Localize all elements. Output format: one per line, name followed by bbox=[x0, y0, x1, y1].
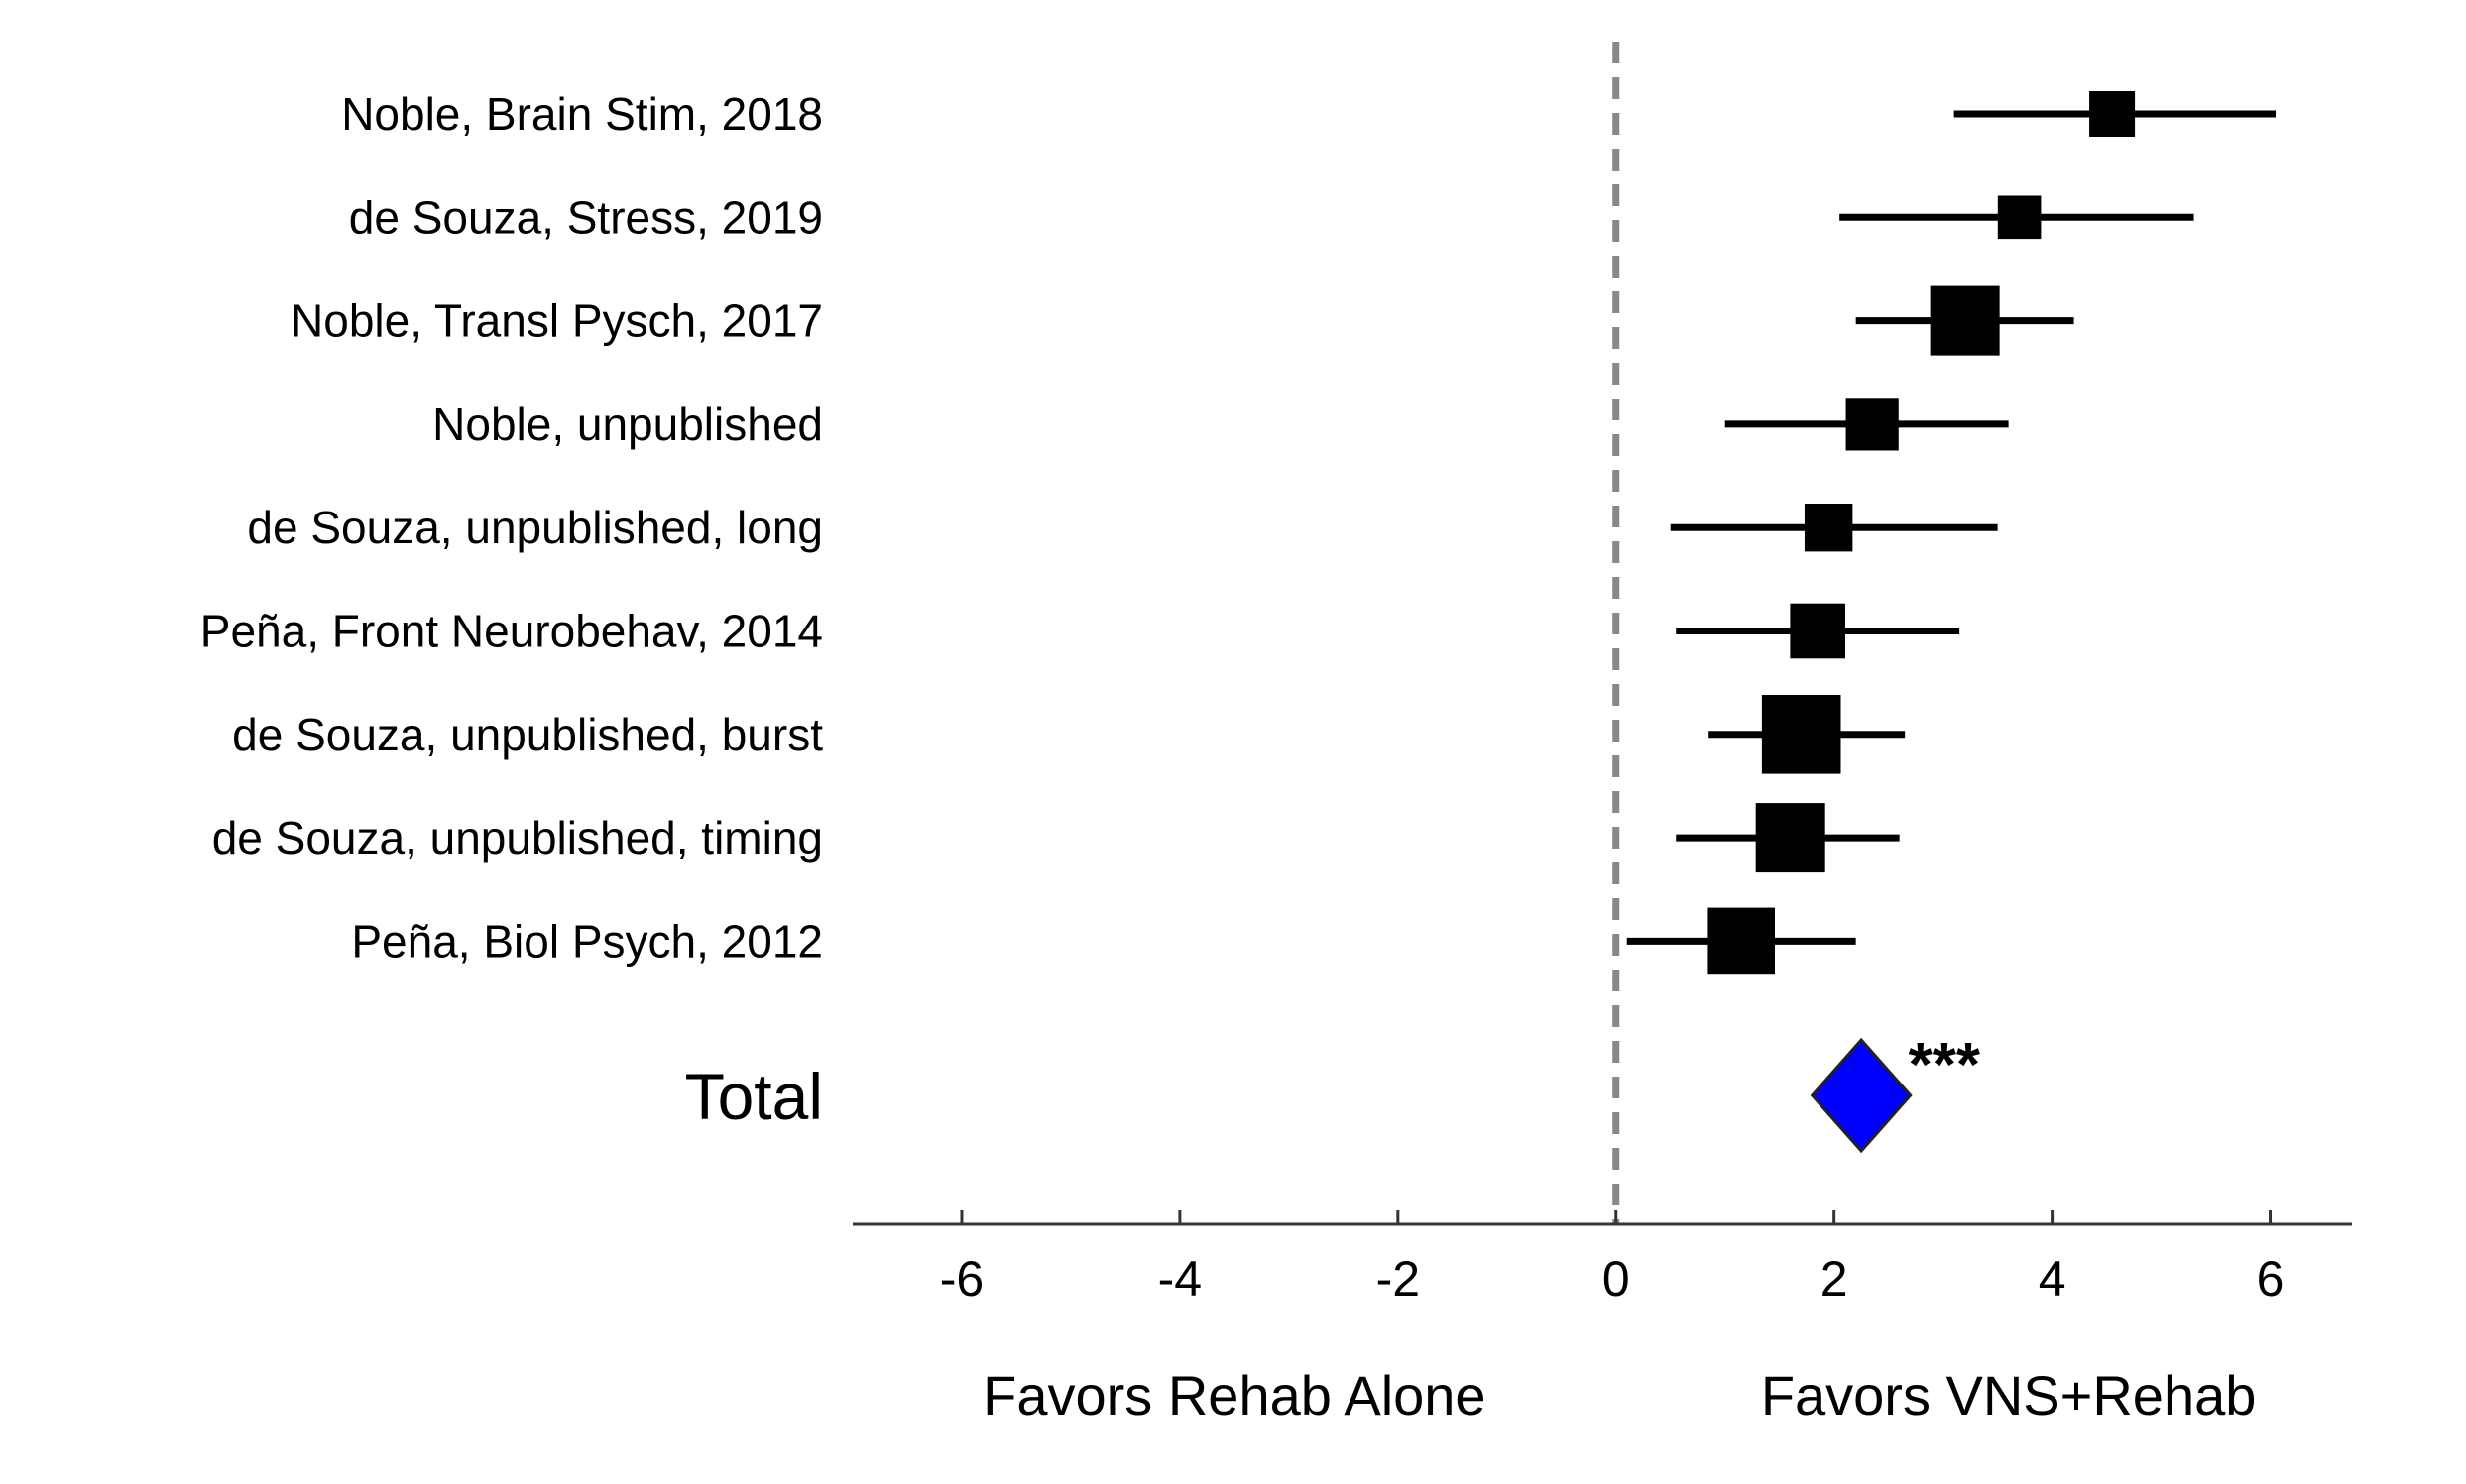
x-tick-label: 0 bbox=[1602, 1251, 1630, 1307]
total-summary: Total *** bbox=[685, 1031, 1981, 1154]
study-label: Noble, Transl Pysch, 2017 bbox=[291, 295, 823, 347]
point-estimate bbox=[1804, 504, 1853, 552]
study-estimates bbox=[1626, 91, 2277, 975]
x-tick-label: 4 bbox=[2039, 1251, 2066, 1307]
study-row bbox=[1953, 91, 2277, 137]
study-labels: Noble, Brain Stim, 2018 de Souza, Stress,… bbox=[200, 88, 823, 967]
study-row bbox=[1708, 695, 1906, 774]
total-label: Total bbox=[685, 1060, 823, 1133]
total-diamond bbox=[1810, 1037, 1913, 1154]
point-estimate bbox=[1707, 907, 1776, 975]
point-estimate bbox=[1755, 803, 1825, 873]
point-estimate bbox=[1997, 195, 2042, 240]
significance-marker: *** bbox=[1909, 1031, 1981, 1099]
study-row bbox=[1676, 603, 1960, 659]
study-row bbox=[1724, 398, 2009, 451]
x-tick-label: -2 bbox=[1376, 1251, 1420, 1307]
point-estimate bbox=[2089, 91, 2136, 137]
favors-left-label: Favors Rehab Alone bbox=[983, 1364, 1485, 1427]
x-tick-label: -4 bbox=[1158, 1251, 1202, 1307]
point-estimate bbox=[1845, 398, 1899, 451]
study-row bbox=[1676, 803, 1900, 873]
favors-right-label: Favors VNS+Rehab bbox=[1761, 1364, 2257, 1427]
x-axis: -6 -4 -2 0 2 4 6 bbox=[853, 1210, 2352, 1307]
point-estimate bbox=[1790, 603, 1845, 659]
x-tick-label: 2 bbox=[1820, 1251, 1848, 1307]
study-label: Noble, unpublished bbox=[432, 399, 823, 450]
study-label: Peña, Biol Psych, 2012 bbox=[351, 915, 823, 967]
study-label: de Souza, unpublished, long bbox=[247, 502, 823, 553]
study-label: Peña, Front Neurobehav, 2014 bbox=[200, 606, 823, 657]
study-label: de Souza, unpublished, burst bbox=[232, 709, 823, 760]
study-row bbox=[1855, 285, 2074, 356]
study-label: de Souza, unpublished, timing bbox=[212, 812, 823, 863]
study-row bbox=[1839, 195, 2194, 240]
point-estimate bbox=[1761, 695, 1841, 774]
x-tick-label: -6 bbox=[940, 1251, 984, 1307]
point-estimate bbox=[1930, 285, 2000, 356]
study-label: de Souza, Stress, 2019 bbox=[349, 191, 823, 243]
study-label: Noble, Brain Stim, 2018 bbox=[341, 88, 823, 140]
x-tick-label: 6 bbox=[2257, 1251, 2285, 1307]
study-row bbox=[1626, 907, 1856, 975]
study-row bbox=[1670, 504, 1998, 552]
